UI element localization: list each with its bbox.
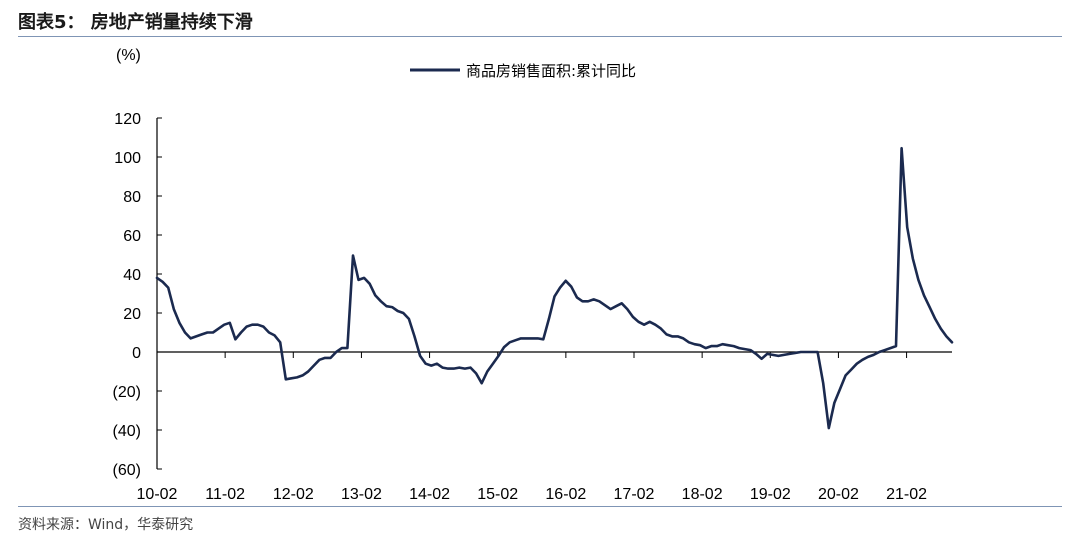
- x-ticks: 10-02 11-02 12-02 13-02 14-02 15-02 16-02 17-02…: [137, 352, 927, 503]
- y-tick-label: 80: [123, 189, 141, 206]
- y-tick-label: 60: [123, 228, 141, 245]
- chart: (%) 商品房销售面积:累计同比 120 100 80 60 40 20 0 (20) (40)…: [113, 47, 954, 503]
- x-tick-label: 16-02: [545, 486, 586, 503]
- x-tick-label: 11-02: [205, 486, 245, 503]
- x-tick-label: 15-02: [477, 486, 518, 503]
- y-tick-label: 40: [123, 267, 141, 284]
- x-tick-label: 10-02: [137, 486, 178, 503]
- x-tick-label: 21-02: [886, 486, 927, 503]
- y-tick-label: 120: [114, 111, 141, 128]
- series-line: [155, 146, 954, 430]
- y-tick-label: (60): [113, 462, 141, 479]
- y-ticks: 120 100 80 60 40 20 0 (20) (40) (60): [113, 111, 162, 479]
- y-tick-label: (20): [113, 384, 141, 401]
- x-tick-label: 19-02: [750, 486, 791, 503]
- y-tick-label: 100: [114, 150, 141, 167]
- x-tick-label: 13-02: [341, 486, 382, 503]
- source-note: 资料来源：Wind，华泰研究: [18, 517, 194, 533]
- figure-title: 图表5： 房地产销量持续下滑: [18, 12, 253, 33]
- y-tick-label: 20: [123, 306, 141, 323]
- series-layer: [155, 146, 954, 430]
- x-tick-label: 12-02: [273, 486, 314, 503]
- top-rule: [18, 36, 1062, 37]
- x-tick-label: 17-02: [614, 486, 655, 503]
- legend: 商品房销售面积:累计同比: [410, 62, 636, 80]
- y-unit-label: (%): [116, 47, 141, 64]
- x-tick-label: 20-02: [818, 486, 859, 503]
- x-tick-label: 14-02: [409, 486, 450, 503]
- y-tick-label: (40): [113, 423, 141, 440]
- bottom-rule: [18, 506, 1062, 507]
- y-tick-label: 0: [132, 345, 141, 362]
- x-tick-label: 18-02: [682, 486, 723, 503]
- legend-label: 商品房销售面积:累计同比: [466, 62, 636, 80]
